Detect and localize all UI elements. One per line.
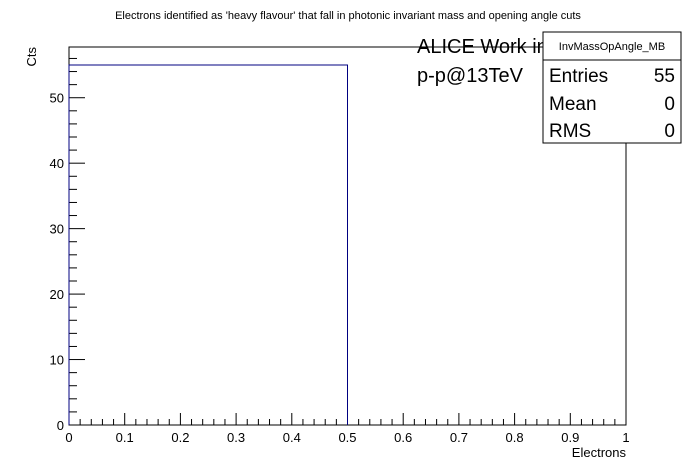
x-tick-label: 0.4 [283,430,301,445]
x-tick-label: 0.3 [227,430,245,445]
y-tick-label: 50 [50,91,64,106]
x-tick-label: 0.6 [394,430,412,445]
x-tick-label: 0 [65,430,72,445]
x-tick-label: 0.8 [506,430,524,445]
x-axis-label: Electrons [572,445,627,460]
y-tick-label: 20 [50,287,64,302]
collision-system-label: p-p@13TeV [417,65,524,87]
stats-entries-label: Entries [549,66,608,87]
y-axis-label: Cts [24,47,39,67]
x-tick-label: 0.1 [116,430,134,445]
stats-box: InvMassOpAngle_MB Entries 55 Mean 0 RMS … [542,31,682,144]
y-tick-label: 0 [57,418,64,433]
stats-mean-value: 0 [664,94,675,115]
x-axis: 0 0.1 0.2 0.3 0.4 0.5 0.6 0.7 0.8 0.9 1 [65,413,630,445]
chart-title: Electrons identified as 'heavy flavour' … [115,10,581,22]
x-tick-label: 0.5 [338,430,356,445]
stats-mean-label: Mean [549,94,597,115]
y-tick-label: 40 [50,156,64,171]
x-tick-label: 0.2 [171,430,189,445]
stats-rms-label: RMS [549,121,591,142]
x-tick-label: 0.7 [450,430,468,445]
y-axis: 0 10 20 30 40 50 [50,57,85,433]
stats-box-title: InvMassOpAngle_MB [559,41,665,53]
y-tick-label: 10 [50,353,64,368]
x-tick-label: 1 [622,430,629,445]
stats-entries-value: 55 [654,66,675,87]
stats-box-frame [542,31,682,144]
y-tick-label: 30 [50,222,64,237]
histogram-bin [68,64,348,425]
x-tick-label: 0.9 [561,430,579,445]
stats-rms-value: 0 [664,121,675,142]
histogram-bars [68,64,348,425]
